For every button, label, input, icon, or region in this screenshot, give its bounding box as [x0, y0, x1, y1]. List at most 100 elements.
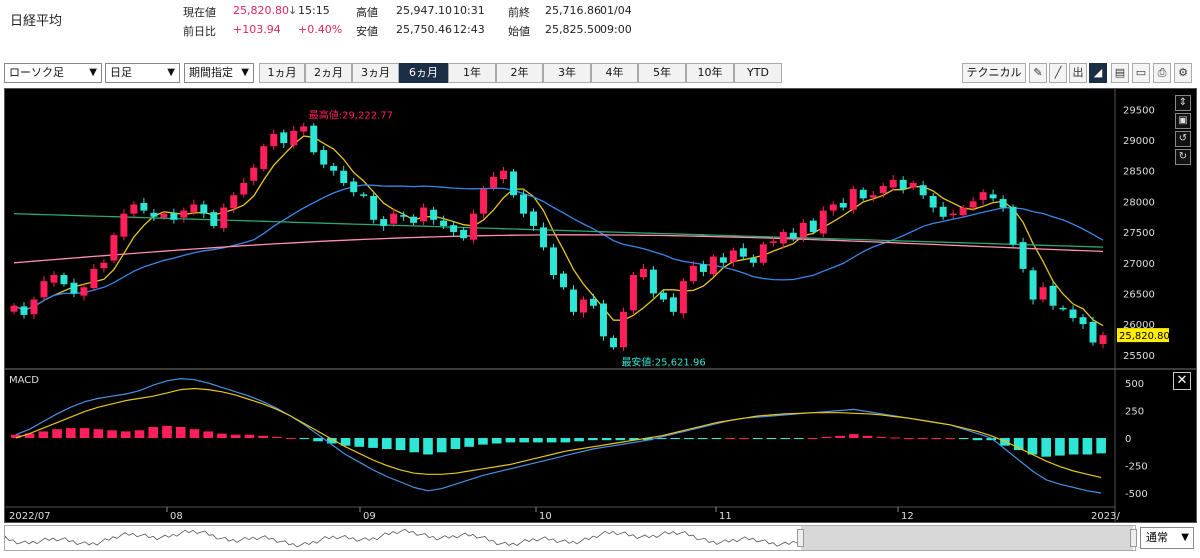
candle-body — [420, 207, 428, 222]
macd-histogram-bar — [409, 438, 420, 453]
macd-histogram-bar — [66, 428, 76, 438]
ma-mid-line — [13, 184, 1104, 312]
period-1y-button[interactable]: 1年 — [448, 63, 496, 83]
candle-body — [919, 185, 927, 196]
candle-body — [540, 227, 548, 248]
candle-body — [360, 194, 368, 196]
chart-panel[interactable]: 29500 29000 28500 28000 27500 27000 26500 26000… — [4, 88, 1197, 523]
period-3y-button[interactable]: 3年 — [543, 63, 591, 83]
macd-histogram-bar — [725, 438, 736, 439]
period-select[interactable]: 期間指定 ▼ — [184, 63, 254, 83]
volume-icon[interactable]: 出 — [1069, 63, 1087, 83]
macd-histogram-bar — [299, 438, 310, 440]
period-5y-button[interactable]: 5年 — [638, 63, 686, 83]
candle-body — [380, 219, 388, 226]
candle-body — [320, 150, 328, 165]
technical-button[interactable]: テクニカル — [962, 63, 1026, 83]
period-ytd-button[interactable]: YTD — [734, 63, 782, 83]
open-label: 始値 — [508, 25, 530, 38]
candle-body — [280, 132, 288, 144]
candle-body — [1049, 285, 1057, 306]
price-chart-svg[interactable]: 29500 29000 28500 28000 27500 27000 26500 26000… — [5, 89, 1196, 522]
candle-body — [819, 210, 827, 234]
candle-body — [719, 257, 727, 263]
macd-histogram-bar — [340, 438, 351, 446]
price-tick-label: 28500 — [1123, 167, 1155, 178]
prev-date: 01/04 — [600, 4, 632, 17]
macd-histogram-bar — [381, 438, 392, 449]
caret-down-icon: ▼ — [167, 67, 175, 78]
macd-histogram-bar — [272, 436, 282, 438]
macd-histogram-bar — [491, 438, 502, 444]
macd-histogram-bar — [931, 438, 942, 439]
candle-body — [609, 337, 617, 348]
candle-body — [839, 202, 847, 208]
low-label: 安値 — [356, 25, 378, 38]
period-10y-button[interactable]: 10年 — [686, 63, 734, 83]
range-navigator[interactable] — [4, 525, 1137, 551]
interval-select[interactable]: 日足 ▼ — [105, 63, 180, 83]
macd-histogram-bar — [601, 438, 612, 441]
candle-body — [200, 204, 208, 214]
chart-type-select[interactable]: ローソク足 ▼ — [4, 63, 102, 83]
macd-histogram-bar — [203, 431, 214, 438]
x-tick-label: 10 — [539, 511, 552, 522]
candle-body — [300, 126, 308, 132]
period-4y-button[interactable]: 4年 — [591, 63, 638, 83]
period-2m-button[interactable]: 2ヵ月 — [305, 63, 352, 83]
macd-histogram-bar — [615, 438, 626, 441]
macd-histogram-bar — [423, 438, 433, 455]
save-icon[interactable]: ▤ — [1111, 63, 1129, 83]
candle-body — [460, 229, 468, 239]
folder-icon[interactable]: ▭ — [1132, 63, 1150, 83]
undo-icon[interactable]: ↺ — [1175, 131, 1191, 147]
high-value: 25,947.10 — [396, 4, 452, 17]
candle-body — [869, 195, 877, 198]
candle-body — [1089, 321, 1097, 343]
navigator-right-handle[interactable] — [1130, 529, 1137, 547]
interval-value: 日足 — [110, 66, 132, 79]
change-pct: +0.40% — [298, 23, 343, 36]
navigator-left-handle[interactable] — [797, 529, 804, 547]
display-mode-select[interactable]: 通常 ▼ — [1140, 527, 1194, 549]
macd-histogram-bar — [711, 438, 722, 440]
macd-histogram-bar — [38, 431, 49, 438]
period-1m-button[interactable]: 1ヵ月 — [259, 63, 305, 83]
close-macd-icon[interactable]: ✕ — [1173, 372, 1191, 390]
lock-icon[interactable]: ▣ — [1175, 113, 1191, 129]
candle-body — [1009, 206, 1017, 245]
settings-icon[interactable]: ⚙ — [1174, 63, 1192, 83]
low-value: 25,750.46 — [396, 23, 452, 36]
high-time: 10:31 — [453, 4, 485, 17]
area-chart-icon[interactable]: ◢ — [1089, 63, 1107, 83]
candle-body — [250, 167, 258, 181]
x-tick-label: 12 — [901, 511, 914, 522]
candle-body — [100, 262, 108, 269]
expand-icon[interactable]: ⇕ — [1175, 95, 1191, 111]
macd-histogram-bar — [93, 429, 104, 438]
period-3m-button[interactable]: 3ヵ月 — [352, 63, 399, 83]
candle-body — [669, 297, 677, 312]
candle-body — [759, 244, 767, 263]
print-icon[interactable]: ⎙ — [1153, 63, 1171, 83]
current-price-tag-bg — [1117, 328, 1169, 343]
redo-icon[interactable]: ↻ — [1175, 149, 1191, 165]
pencil-icon[interactable]: ✎ — [1029, 63, 1047, 83]
candle-body — [959, 207, 967, 216]
period-2y-button[interactable]: 2年 — [496, 63, 543, 83]
macd-tick-label: -500 — [1125, 489, 1148, 500]
prev-value: 25,716.86 — [545, 4, 601, 17]
min-price-label: 最安値:25,621.96 — [621, 355, 705, 368]
candle-body — [789, 232, 797, 239]
period-6m-button[interactable]: 6ヵ月 — [399, 63, 448, 83]
macd-histogram-bar — [574, 438, 584, 442]
line-draw-icon[interactable]: ╱ — [1049, 63, 1067, 83]
macd-tick-label: 500 — [1125, 379, 1144, 390]
macd-histogram-bar — [629, 438, 639, 441]
max-price-label: 最高値:29,222.77 — [309, 108, 393, 121]
candle-body — [510, 171, 518, 196]
candle-body — [440, 220, 448, 226]
navigator-selection[interactable] — [801, 526, 1133, 550]
macd-histogram-bar — [120, 431, 131, 438]
candle-body — [699, 264, 707, 272]
